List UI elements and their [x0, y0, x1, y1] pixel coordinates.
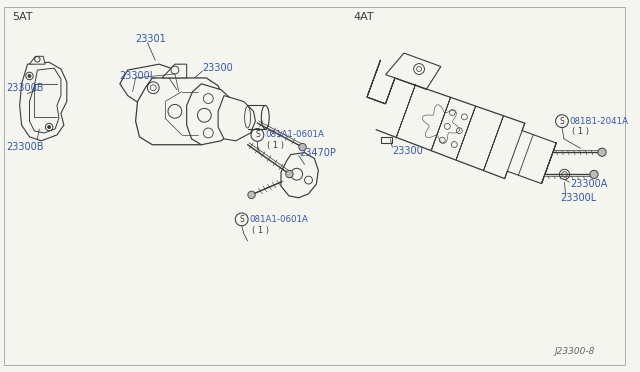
Text: ( 1 ): ( 1 ) [268, 141, 284, 150]
Text: 23300: 23300 [392, 146, 423, 156]
Text: 081A1-0601A: 081A1-0601A [250, 215, 308, 224]
Text: 4AT: 4AT [354, 12, 374, 22]
Text: 23300B: 23300B [6, 83, 44, 93]
Circle shape [598, 148, 606, 156]
Circle shape [248, 191, 255, 199]
Text: S: S [239, 215, 244, 224]
Circle shape [28, 74, 31, 77]
Text: 23300L: 23300L [561, 193, 597, 203]
Circle shape [47, 125, 51, 129]
Text: 23300: 23300 [202, 63, 233, 73]
Text: ( 1 ): ( 1 ) [572, 128, 589, 137]
Text: 23301: 23301 [136, 33, 166, 44]
Polygon shape [367, 70, 395, 104]
Text: 23300B: 23300B [6, 142, 44, 152]
Text: ( 1 ): ( 1 ) [252, 226, 269, 235]
Polygon shape [20, 62, 67, 141]
Polygon shape [136, 78, 224, 145]
Polygon shape [120, 64, 189, 109]
Polygon shape [162, 64, 187, 78]
Circle shape [590, 170, 598, 179]
FancyBboxPatch shape [4, 7, 625, 365]
Text: S: S [559, 117, 564, 126]
Polygon shape [281, 153, 318, 198]
Polygon shape [218, 96, 255, 141]
Polygon shape [187, 84, 238, 145]
Polygon shape [29, 56, 45, 64]
Text: 23300L: 23300L [119, 71, 156, 81]
Text: J23300-8: J23300-8 [555, 347, 595, 356]
Text: S: S [255, 131, 260, 140]
Polygon shape [381, 137, 392, 144]
Text: 081B1-2041A: 081B1-2041A [570, 117, 629, 126]
Polygon shape [29, 68, 61, 133]
Text: 5AT: 5AT [12, 12, 32, 22]
Circle shape [299, 143, 307, 151]
Text: 081A1-0601A: 081A1-0601A [265, 131, 324, 140]
Text: 23300A: 23300A [570, 179, 608, 189]
Polygon shape [386, 53, 441, 89]
Circle shape [285, 170, 293, 178]
Text: 23470P: 23470P [300, 148, 337, 158]
